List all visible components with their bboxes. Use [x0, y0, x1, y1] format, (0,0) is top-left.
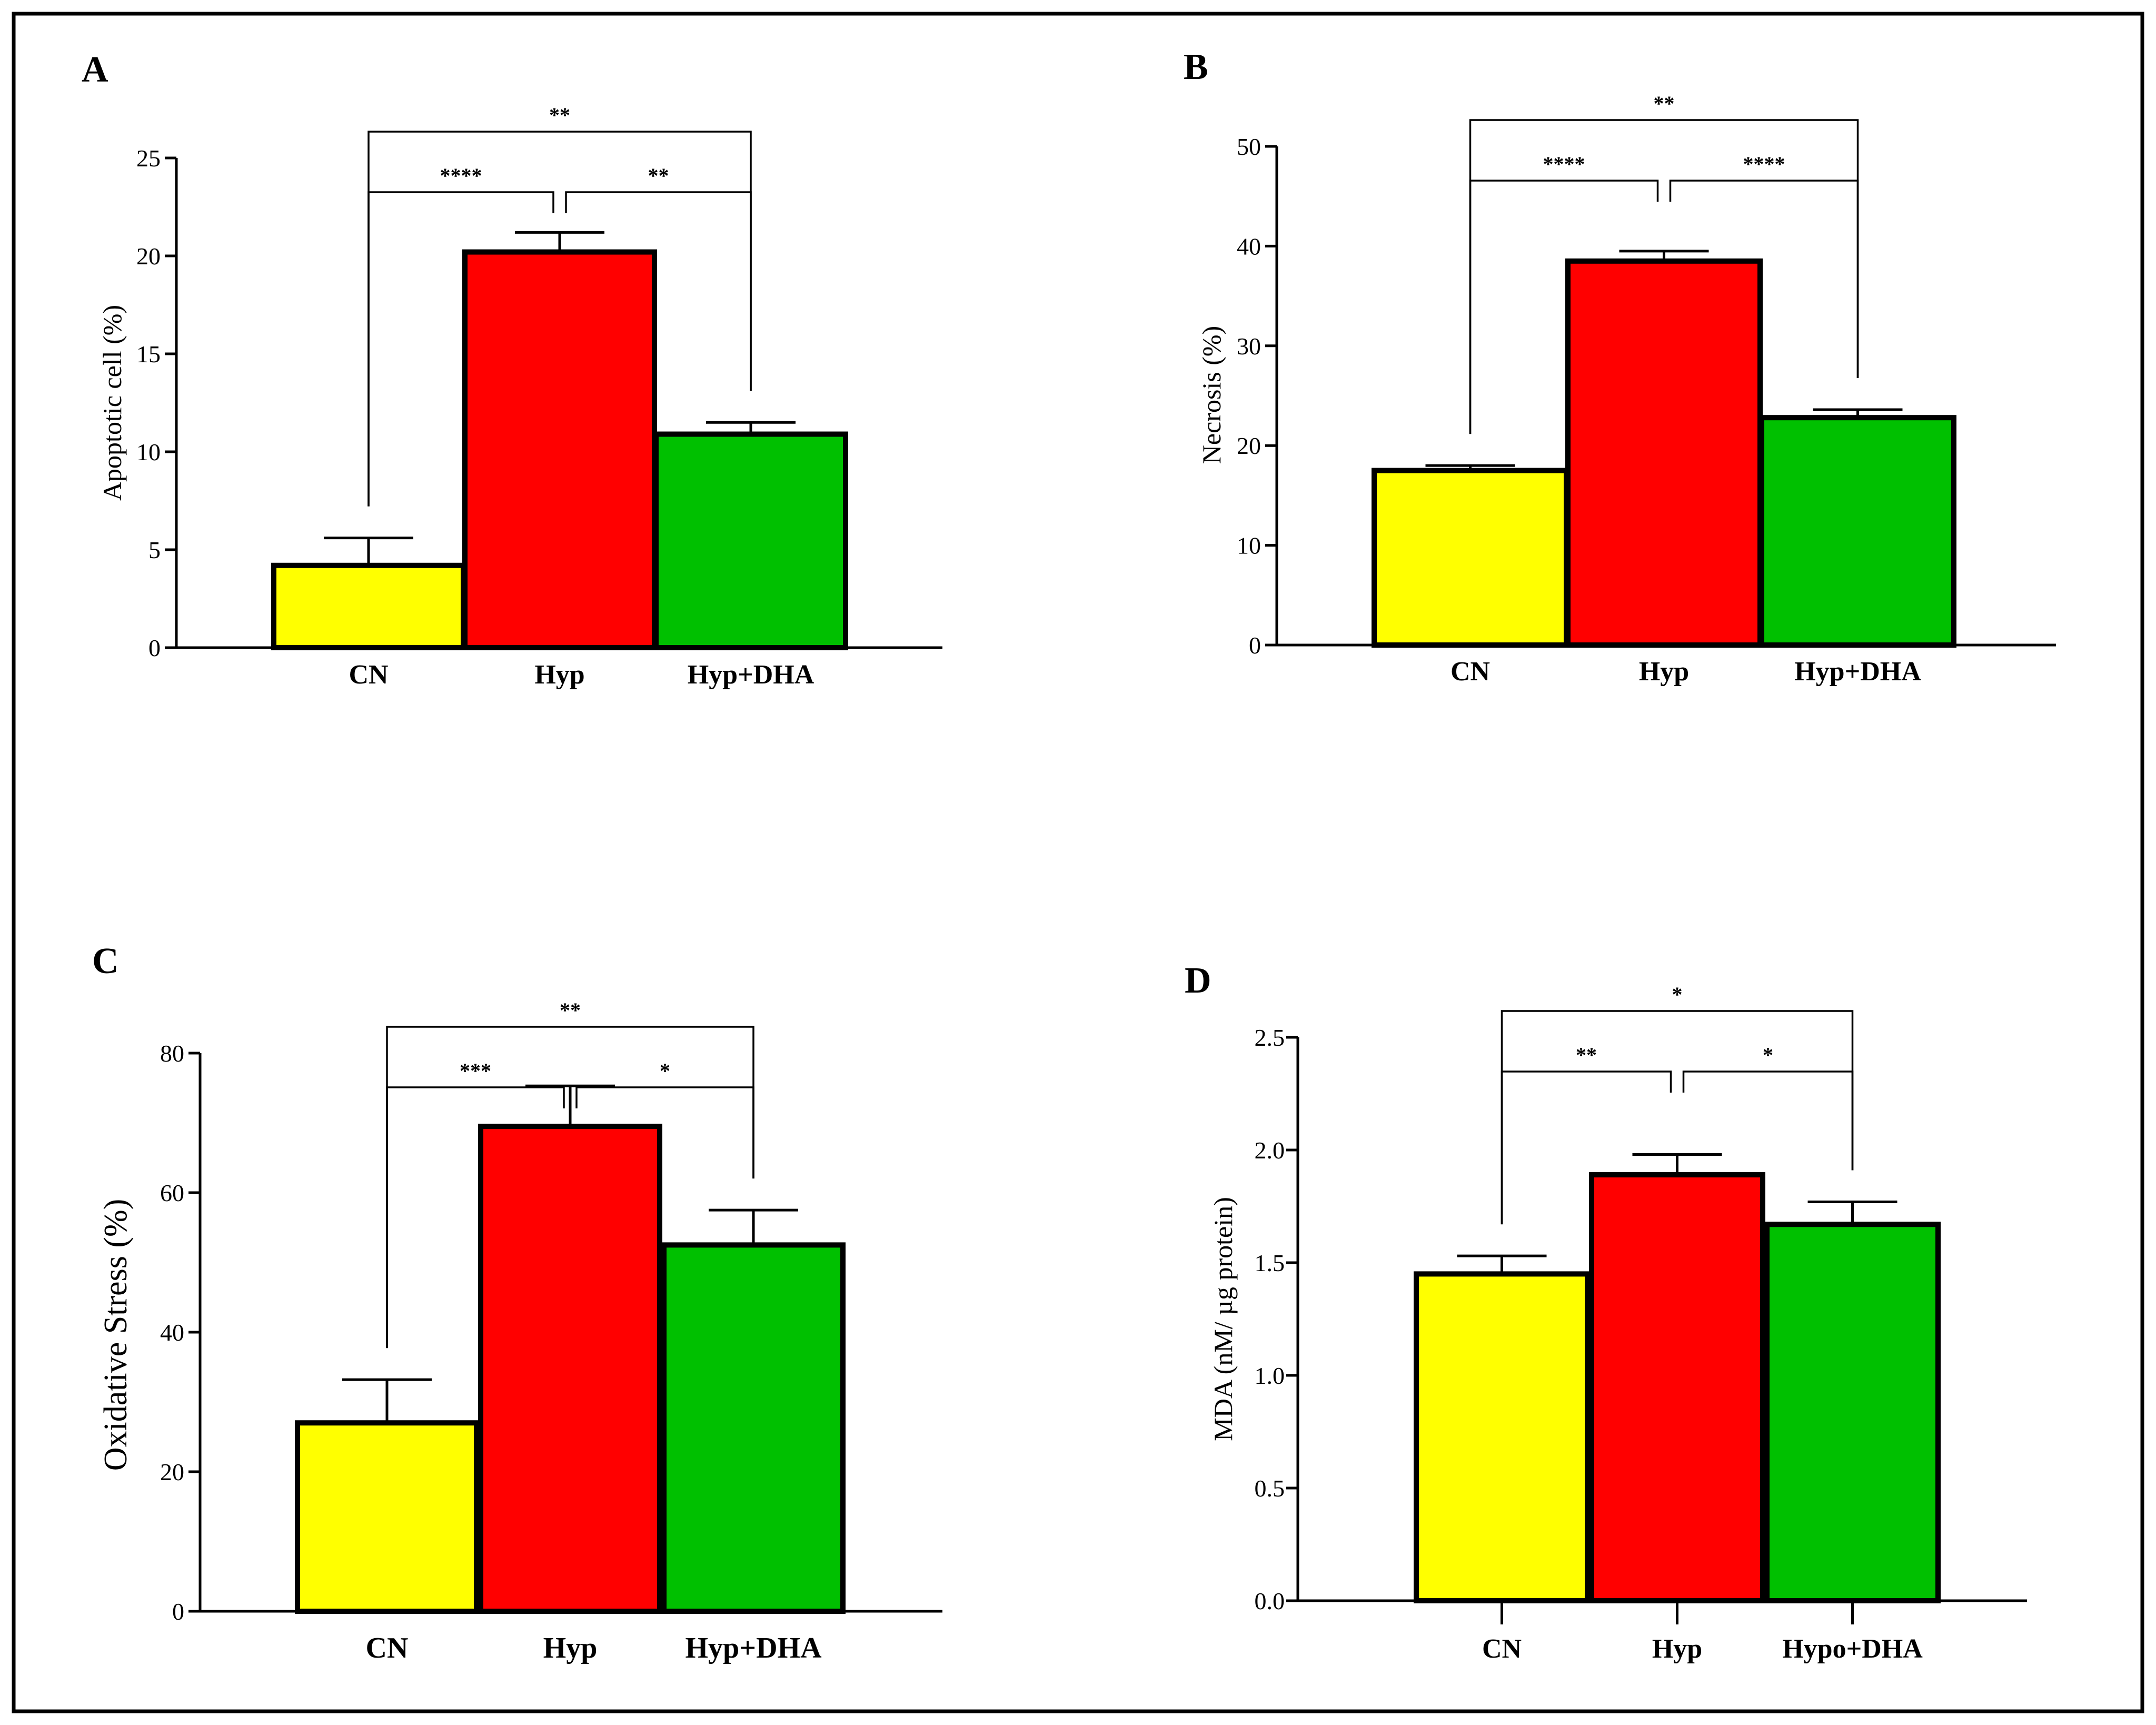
y-axis-title: MDA (nM/ µg protein) — [1208, 1197, 1238, 1441]
bar — [1764, 1222, 1941, 1603]
y-tick-label: 0 — [148, 635, 161, 661]
bar-group-hyp: Hyp — [478, 1084, 662, 1664]
y-axis-title: Apoptotic cell (%) — [97, 305, 127, 501]
category-label: CN — [1450, 657, 1490, 687]
y-tick-label: 20 — [136, 243, 161, 270]
category-label: Hyp+DHA — [1794, 657, 1921, 687]
category-label: Hyp+DHA — [685, 1632, 822, 1664]
y-tick-label: 2.5 — [1255, 1024, 1285, 1051]
significance-label: ** — [648, 164, 669, 187]
y-tick-label: 25 — [136, 145, 161, 172]
bar — [1414, 1271, 1590, 1603]
significance-label: ** — [1654, 92, 1675, 115]
y-tick-label: 1.0 — [1255, 1362, 1285, 1389]
bar — [1759, 415, 1956, 648]
bar-group-cn: CN — [271, 537, 466, 690]
significance-label: * — [660, 1059, 670, 1083]
bar-group-cn: CN — [1414, 1254, 1590, 1664]
bar-group-hyp: Hyp — [462, 231, 657, 690]
bracket-line — [1501, 1010, 1854, 1225]
bar — [271, 562, 466, 651]
significance-label: * — [1763, 1043, 1773, 1067]
bar-group-hypo-dha: Hypo+DHA — [1764, 1200, 1941, 1664]
panel-letter: B — [1184, 47, 1208, 87]
significance-label: * — [1672, 983, 1683, 1006]
significance-label: ** — [1576, 1043, 1597, 1067]
category-label: Hypo+DHA — [1782, 1634, 1923, 1664]
y-tick-label: 5 — [148, 537, 161, 563]
significance-label: **** — [440, 164, 482, 187]
category-label: Hyp — [543, 1632, 598, 1664]
y-tick-label: 0.5 — [1255, 1475, 1285, 1502]
bar — [462, 249, 657, 650]
category-label: Hyp+DHA — [688, 660, 814, 690]
y-tick-label: 0 — [1249, 632, 1261, 659]
bar-group-hyp: Hyp — [1565, 250, 1763, 687]
significance-label: **** — [1743, 152, 1785, 176]
y-tick-label: 40 — [1237, 233, 1261, 260]
category-label: Hyp — [1639, 657, 1689, 687]
significance-bracket: * — [1501, 983, 1854, 1225]
significance-bracket: ** — [386, 998, 754, 1349]
y-tick-label: 80 — [160, 1040, 184, 1067]
y-tick-label: 30 — [1237, 333, 1261, 360]
y-tick-label: 10 — [136, 439, 161, 465]
y-tick-label: 60 — [160, 1179, 184, 1206]
chart-panel-a: A 0 5 10 15 20 25 Apoptotic cell (%) CN Hyp Hyp+DH… — [82, 49, 942, 690]
panel-letter: D — [1185, 960, 1211, 1001]
panel-letter: C — [92, 941, 119, 982]
bar-group-hyp-dha: Hyp+DHA — [653, 421, 848, 690]
significance-label: ** — [560, 998, 581, 1022]
category-label: CN — [366, 1632, 409, 1664]
bracket-line — [367, 131, 752, 507]
bar — [1565, 258, 1763, 648]
bar — [661, 1242, 846, 1614]
bar-group-cn: CN — [1372, 464, 1569, 687]
y-tick-label: 20 — [1237, 432, 1261, 459]
category-label: CN — [349, 660, 388, 690]
y-tick-label: 0 — [172, 1598, 184, 1625]
y-tick-label: 2.0 — [1255, 1137, 1285, 1164]
bar — [1372, 468, 1569, 648]
category-label: Hyp — [1652, 1634, 1702, 1664]
y-tick-label: 1.5 — [1255, 1250, 1285, 1276]
y-tick-label: 40 — [160, 1319, 184, 1346]
chart-panel-c: C 0 20 40 60 80 Oxidative Stress (%) CN Hyp Hyp+D… — [92, 941, 942, 1664]
bar-group-hyp-dha: Hyp+DHA — [1759, 408, 1956, 687]
bar-group-hyp-dha: Hyp+DHA — [661, 1208, 846, 1664]
bracket-line — [386, 1026, 754, 1349]
bar — [478, 1124, 662, 1614]
bracket-line — [1469, 119, 1859, 434]
y-tick-label: 0.0 — [1255, 1588, 1285, 1614]
bar-group-cn: CN — [295, 1378, 479, 1664]
y-axis-title: Oxidative Stress (%) — [98, 1199, 134, 1471]
significance-label: *** — [460, 1059, 491, 1083]
y-tick-label: 20 — [160, 1459, 184, 1485]
y-tick-label: 15 — [136, 341, 161, 368]
y-tick-label: 50 — [1237, 133, 1261, 160]
category-label: CN — [1482, 1634, 1522, 1664]
significance-label: **** — [1543, 152, 1585, 176]
panel-letter: A — [82, 49, 108, 90]
y-axis-title: Necrosis (%) — [1197, 326, 1226, 464]
significance-bracket: ** — [367, 103, 752, 507]
significance-label: ** — [549, 103, 570, 127]
y-tick-label: 10 — [1237, 532, 1261, 559]
bar — [653, 431, 848, 651]
bar — [295, 1420, 479, 1614]
chart-panel-d: D 0.0 0.5 1.0 1.5 2.0 2.5 MDA (nM/ µg protein) C… — [1185, 960, 2027, 1664]
significance-bracket: ** — [1469, 92, 1859, 434]
bar-group-hyp: Hyp — [1589, 1153, 1765, 1664]
category-label: Hyp — [534, 660, 584, 690]
bar — [1589, 1172, 1765, 1604]
